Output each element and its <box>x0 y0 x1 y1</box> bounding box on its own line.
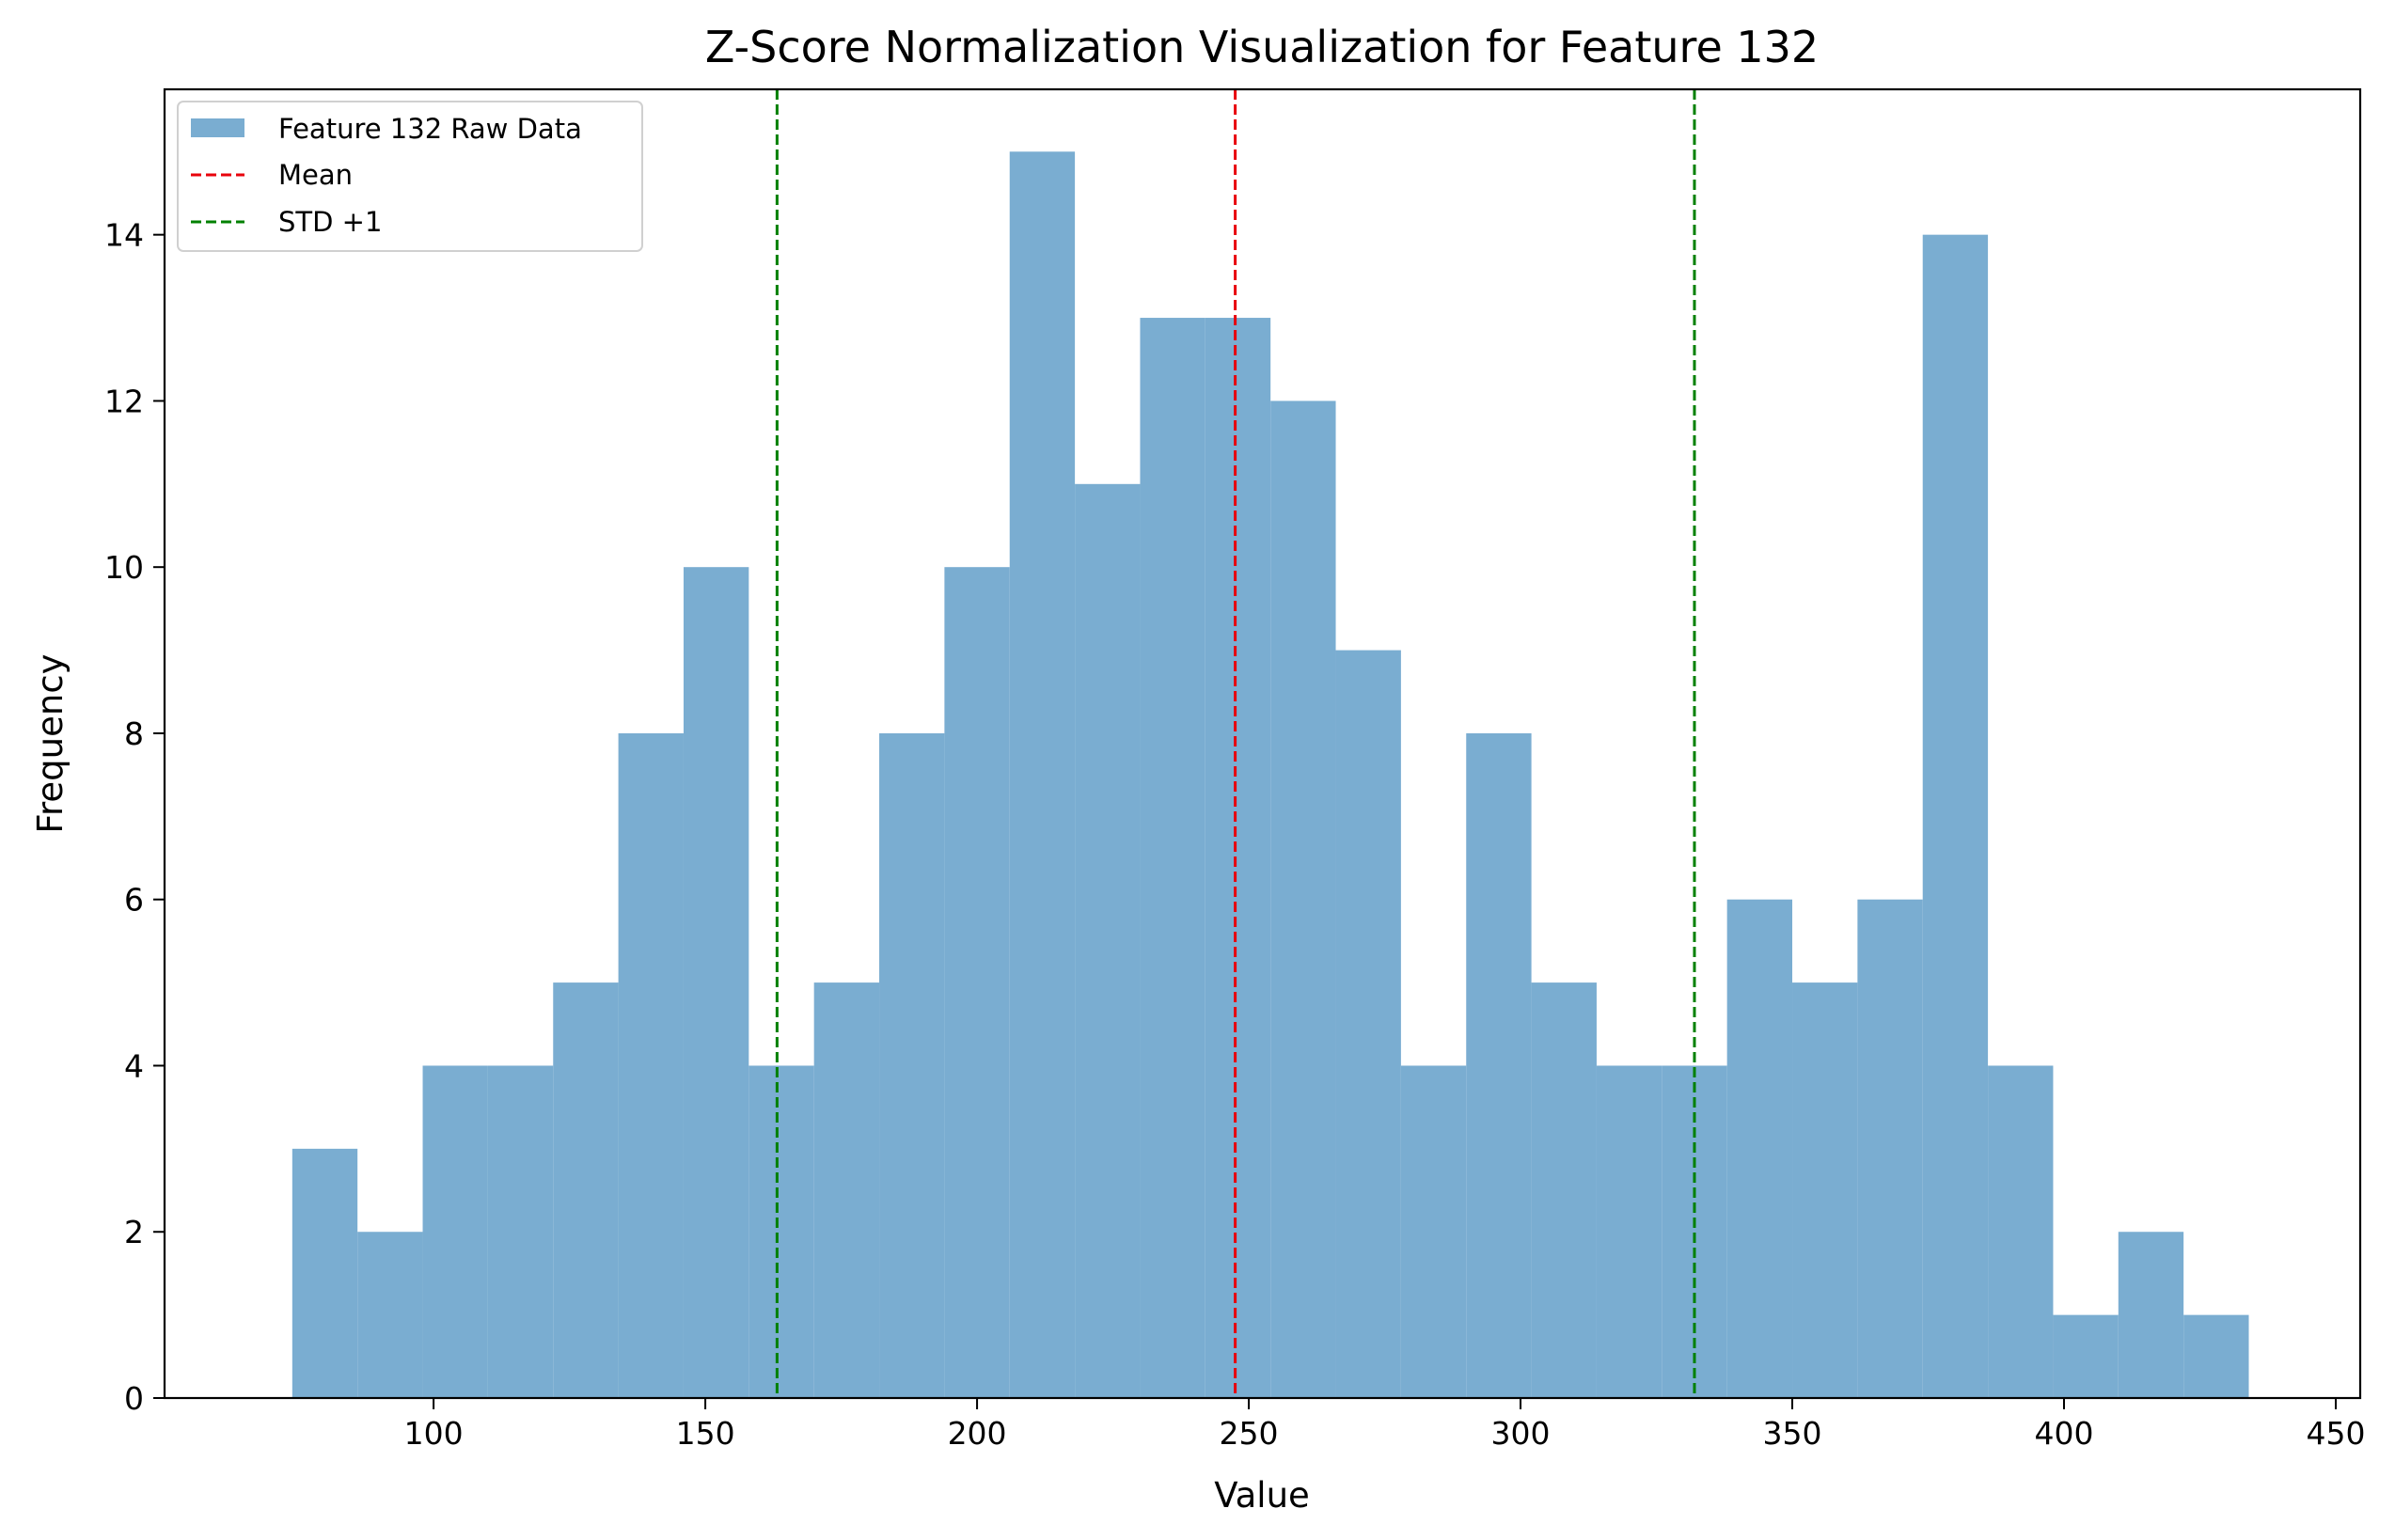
histogram-bar <box>553 982 619 1398</box>
histogram-bar <box>1596 1065 1662 1398</box>
legend-swatch-raw-data <box>191 118 244 137</box>
x-tick-label: 350 <box>1763 1415 1822 1452</box>
histogram-bar <box>2183 1314 2249 1398</box>
histogram-bar <box>683 567 749 1398</box>
chart-title: Z-Score Normalization Visualization for … <box>705 22 1819 72</box>
histogram-bar <box>2118 1232 2184 1398</box>
histogram-bar <box>291 1148 358 1398</box>
y-tick-label: 12 <box>104 383 144 419</box>
histogram-bar <box>1922 234 1989 1399</box>
x-tick-label: 300 <box>1491 1415 1551 1452</box>
histogram-bar <box>1988 1065 2054 1398</box>
x-tick-label: 200 <box>948 1415 1007 1452</box>
x-tick-label: 450 <box>2306 1415 2365 1452</box>
y-tick-label: 8 <box>124 715 144 752</box>
histogram-bar <box>487 1065 554 1398</box>
y-tick-label: 2 <box>124 1214 144 1250</box>
histogram-bar <box>1270 401 1336 1398</box>
plot-frame <box>163 87 2362 1400</box>
histogram-bar <box>1205 318 1271 1398</box>
histogram-bar <box>618 732 684 1398</box>
bars-layer <box>291 151 2249 1399</box>
histogram-bar <box>813 982 880 1398</box>
histogram-bar <box>1466 732 1532 1398</box>
histogram-bar <box>1335 650 1401 1398</box>
y-tick-label: 14 <box>104 217 144 254</box>
histogram-bar <box>879 732 945 1398</box>
y-tick-label: 0 <box>124 1380 144 1417</box>
reference-lines-layer <box>775 89 1696 1398</box>
y-tick-label: 4 <box>124 1047 144 1084</box>
histogram-bar <box>2053 1314 2119 1398</box>
histogram-bar <box>1140 318 1205 1398</box>
histogram-bar <box>1009 151 1076 1398</box>
histogram-bar <box>1857 899 1923 1398</box>
y-tick-label: 10 <box>104 549 144 586</box>
histogram-bar <box>357 1232 423 1398</box>
x-tick-label: 150 <box>676 1415 735 1452</box>
x-tick-label: 250 <box>1220 1415 1279 1452</box>
x-axis: 100 150 200 250 300 350 400 450 <box>404 1398 2365 1452</box>
x-tick-label: 100 <box>404 1415 464 1452</box>
legend: Feature 132 Raw Data Mean STD +1 <box>177 101 643 252</box>
x-tick-label: 400 <box>2035 1415 2094 1452</box>
y-tick-label: 6 <box>124 882 144 919</box>
histogram-bar <box>748 1065 814 1398</box>
legend-label-mean: Mean <box>278 159 353 191</box>
histogram-bar <box>1075 483 1141 1398</box>
legend-label-raw-data: Feature 132 Raw Data <box>278 113 582 145</box>
histogram-bar <box>1726 899 1793 1398</box>
x-axis-label: Value <box>1214 1475 1310 1516</box>
histogram-bar <box>944 567 1010 1398</box>
histogram-bar <box>1792 982 1858 1398</box>
histogram-bar <box>1531 982 1597 1398</box>
histogram-bar <box>422 1065 488 1398</box>
histogram-bar <box>1400 1065 1467 1398</box>
legend-box <box>177 101 643 252</box>
legend-label-std: STD +1 <box>278 206 382 238</box>
y-axis: 0 2 4 6 8 10 12 14 <box>104 217 165 1417</box>
y-axis-label: Frequency <box>30 653 71 833</box>
